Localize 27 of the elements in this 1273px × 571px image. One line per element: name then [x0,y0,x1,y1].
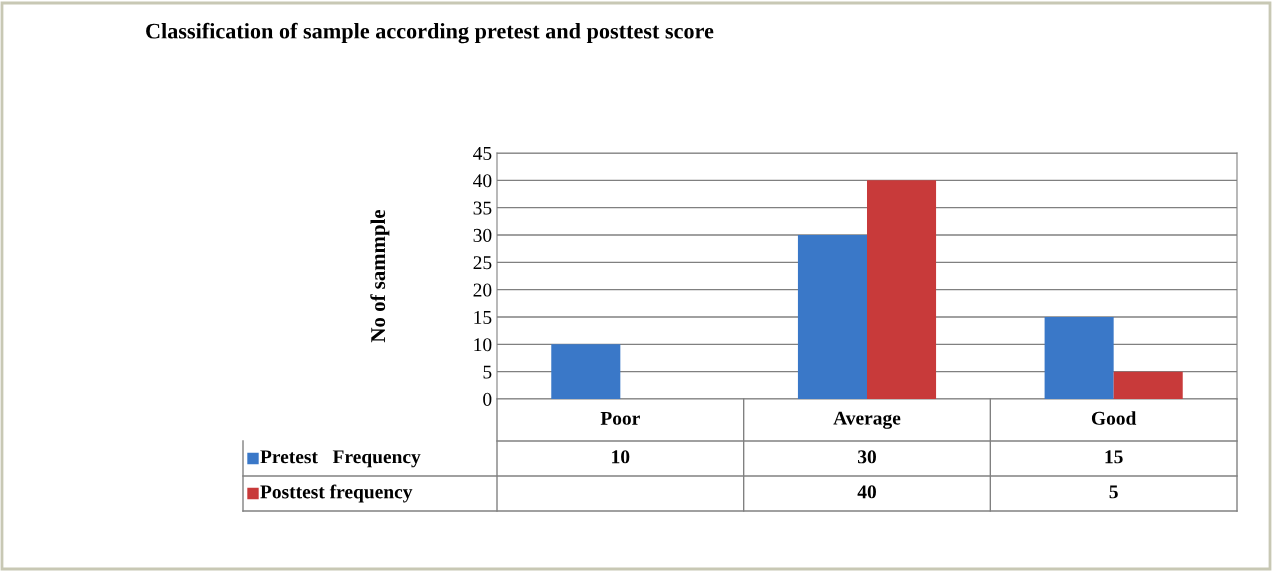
legend-label: Pretest Frequency [260,450,421,468]
data-label: 40 [857,485,876,499]
legend-label: Posttest frequency [260,484,413,503]
data-label: 10 [612,450,630,464]
bar [797,235,867,399]
y-tick-label: 0 [483,392,492,406]
y-tick-label: 40 [473,174,492,188]
y-tick-label: 15 [474,310,492,324]
y-tick-label: 5 [483,365,492,379]
chart-title: Classification of sample according pretest and posttest score [146,22,714,44]
data-label: 30 [858,450,876,464]
bar [1044,317,1114,399]
y-tick-label: 45 [473,146,492,160]
data-label: 15 [1105,450,1123,464]
y-tick-label: 10 [474,338,492,352]
y-tick-label: 25 [473,256,492,270]
x-tick-label: Good [1091,411,1137,425]
x-tick-label: Poor [600,411,640,425]
bar [1113,371,1183,399]
y-tick-label: 35 [473,201,492,215]
y-axis-title: No of sammple [370,209,390,343]
x-tick-label: Average [833,411,901,429]
y-tick-label: 20 [473,283,492,297]
y-tick-label: 30 [473,228,492,242]
bar [867,180,937,399]
bar [551,344,621,399]
data-label: 5 [1109,485,1118,499]
